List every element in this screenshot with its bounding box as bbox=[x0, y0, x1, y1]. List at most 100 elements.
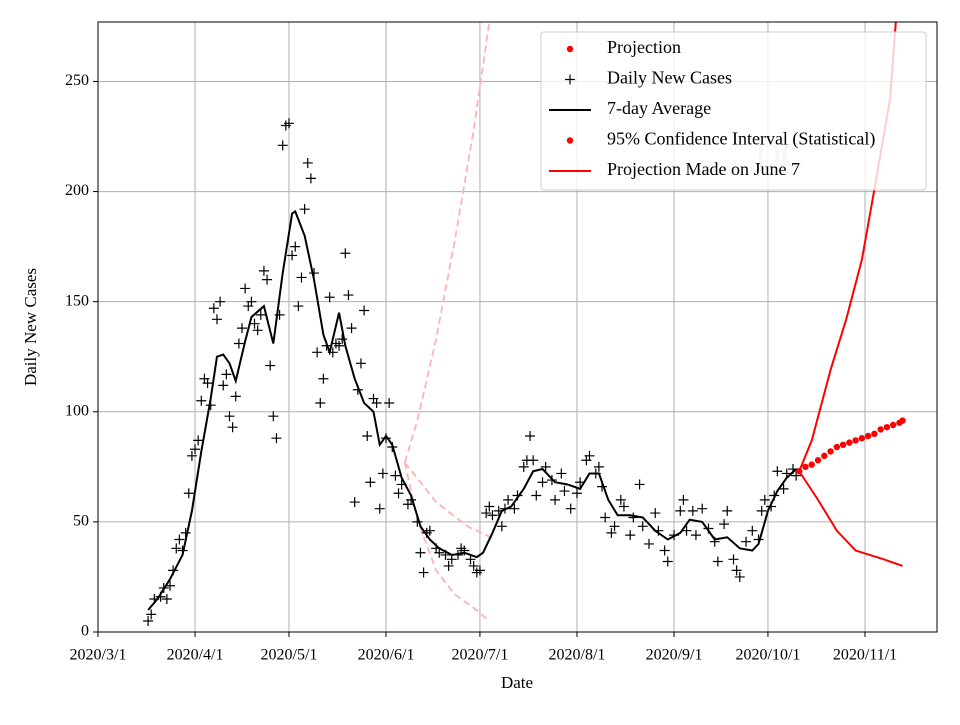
x-tick-label: 2020/9/1 bbox=[646, 647, 703, 664]
plus-marker bbox=[468, 560, 479, 571]
dashed-projection-line bbox=[404, 461, 496, 541]
plus-marker bbox=[343, 290, 354, 301]
plus-marker bbox=[687, 505, 698, 516]
plus-marker bbox=[252, 325, 263, 336]
plus-marker bbox=[722, 505, 733, 516]
legend: Projection Daily New Cases 7-day Average 95… bbox=[540, 31, 927, 191]
plus-marker bbox=[171, 543, 182, 554]
legend-symbol bbox=[566, 45, 574, 53]
projection-point bbox=[889, 421, 897, 429]
legend-box bbox=[540, 31, 927, 191]
plus-marker bbox=[690, 530, 701, 541]
dashed-projection-line bbox=[403, 22, 491, 463]
plus-marker bbox=[465, 554, 476, 565]
plus-marker bbox=[759, 494, 770, 505]
plus-marker bbox=[355, 358, 366, 369]
projection-point bbox=[833, 443, 841, 451]
plus-marker bbox=[634, 479, 645, 490]
plus-marker bbox=[265, 360, 276, 371]
plus-marker bbox=[277, 140, 288, 151]
plus-marker bbox=[615, 494, 626, 505]
projection-point bbox=[827, 448, 834, 455]
projection-point bbox=[877, 426, 884, 433]
series-line bbox=[798, 470, 903, 567]
x-tick-label: 2020/10/1 bbox=[736, 647, 801, 664]
plus-marker bbox=[390, 470, 401, 481]
plus-marker bbox=[362, 431, 373, 442]
projection-point bbox=[808, 461, 815, 468]
plus-marker bbox=[237, 323, 248, 334]
plus-marker bbox=[249, 318, 260, 329]
plus-marker bbox=[540, 461, 551, 472]
plus-marker bbox=[593, 461, 604, 472]
plus-marker bbox=[340, 248, 351, 259]
projection-point bbox=[871, 430, 878, 438]
projection-point bbox=[796, 468, 803, 475]
plus-marker bbox=[293, 301, 304, 312]
plus-marker bbox=[509, 503, 520, 514]
projection-point bbox=[899, 417, 906, 424]
x-axis-label: Date bbox=[501, 673, 533, 692]
plus-marker bbox=[584, 450, 595, 461]
plus-marker bbox=[161, 593, 172, 604]
plus-marker bbox=[337, 334, 348, 345]
plus-marker bbox=[143, 615, 154, 626]
plus-marker bbox=[731, 565, 742, 576]
y-tick-label: 150 bbox=[65, 292, 89, 309]
plus-marker bbox=[262, 274, 273, 285]
plus-marker bbox=[299, 204, 310, 215]
y-axis-label: Daily New Cases bbox=[21, 268, 40, 386]
plus-marker bbox=[193, 435, 204, 446]
plus-marker bbox=[255, 309, 266, 320]
plus-marker bbox=[650, 508, 661, 519]
plus-marker bbox=[556, 468, 567, 479]
plus-marker bbox=[550, 494, 561, 505]
plus-marker bbox=[443, 560, 454, 571]
x-tick-label: 2020/3/1 bbox=[70, 647, 127, 664]
legend-symbol bbox=[566, 137, 574, 144]
plus-marker bbox=[415, 547, 426, 558]
legend-label: Projection Made on June 7 bbox=[607, 159, 800, 179]
plus-marker bbox=[346, 323, 357, 334]
plus-marker bbox=[174, 534, 185, 545]
projection-point bbox=[858, 435, 866, 442]
plus-marker bbox=[190, 444, 201, 455]
plus-marker bbox=[359, 305, 370, 316]
plus-marker bbox=[772, 466, 783, 477]
plus-marker bbox=[518, 461, 529, 472]
plus-marker bbox=[384, 397, 395, 408]
plus-marker bbox=[371, 397, 382, 408]
plus-marker bbox=[334, 340, 345, 351]
plus-marker bbox=[484, 501, 495, 512]
plus-marker bbox=[643, 538, 654, 549]
x-tick-label: 2020/5/1 bbox=[261, 647, 318, 664]
projection-point bbox=[864, 432, 872, 440]
plus-marker bbox=[302, 157, 313, 168]
projection-point bbox=[852, 437, 859, 444]
plus-marker bbox=[481, 508, 492, 519]
projection-point bbox=[814, 457, 822, 464]
plus-marker bbox=[224, 411, 235, 422]
plus-marker bbox=[618, 501, 629, 512]
plus-marker bbox=[741, 536, 752, 547]
plus-marker bbox=[791, 470, 802, 481]
plus-marker bbox=[258, 265, 269, 276]
plus-marker bbox=[374, 503, 385, 514]
plus-marker bbox=[287, 250, 298, 261]
plus-marker bbox=[221, 369, 232, 380]
plus-marker bbox=[571, 488, 582, 499]
plus-marker bbox=[230, 391, 241, 402]
plus-marker bbox=[778, 483, 789, 494]
projection-point bbox=[802, 463, 809, 471]
x-tick-label: 2020/6/1 bbox=[358, 647, 415, 664]
y-tick-label: 100 bbox=[65, 402, 89, 419]
plus-marker bbox=[537, 477, 548, 488]
plus-marker bbox=[565, 74, 575, 85]
plus-marker bbox=[678, 494, 689, 505]
plus-marker bbox=[600, 512, 611, 523]
plus-marker bbox=[662, 556, 673, 567]
plus-marker bbox=[675, 505, 686, 516]
plus-marker bbox=[186, 450, 197, 461]
